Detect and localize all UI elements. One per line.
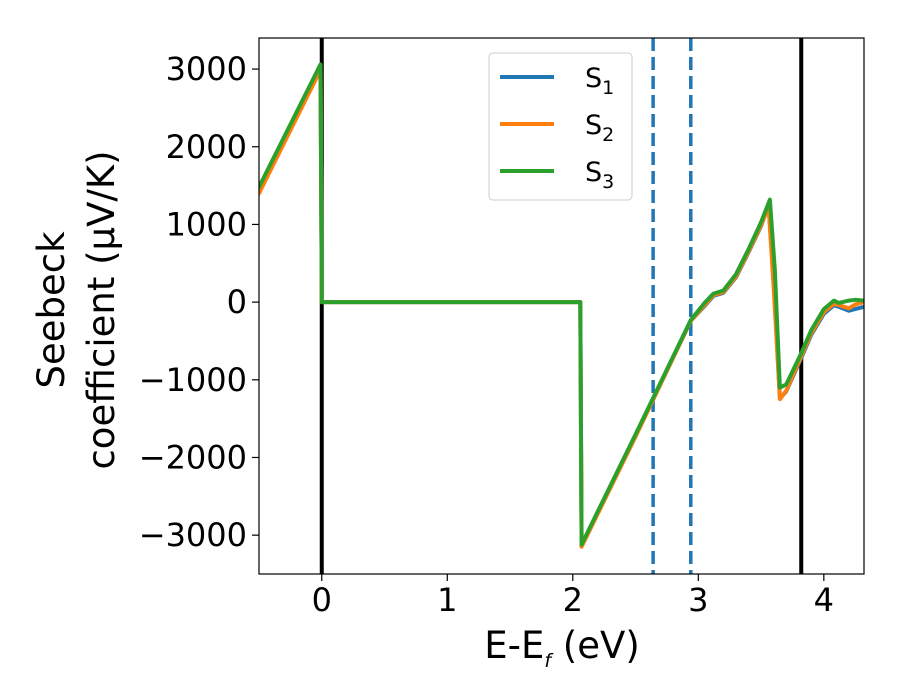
plot-frame [258, 37, 865, 575]
legend-label-s2: S2 [585, 110, 614, 146]
legend: S1 S2 S3 [488, 52, 633, 201]
x-axis: 0 1 2 3 4 [312, 574, 834, 619]
y-axis-title: Seebeck coefficient (μV/K) [30, 150, 123, 469]
y-axis: 3000 2000 1000 0 −1000 −2000 −3000 [139, 50, 259, 554]
legend-label-s3: S3 [585, 157, 614, 193]
y-tick-label: −1000 [139, 361, 247, 399]
y-tick-label: 0 [227, 283, 247, 321]
y-tick-label: −2000 [139, 438, 247, 476]
x-tick-label: 1 [437, 581, 457, 619]
y-tick-label: −3000 [139, 516, 247, 554]
x-tick-label: 0 [312, 581, 332, 619]
y-tick-label: 3000 [166, 50, 247, 88]
series-line-s3 [259, 62, 864, 547]
y-tick-label: 1000 [166, 205, 247, 243]
x-tick-label: 4 [814, 581, 834, 619]
legend-box [488, 52, 633, 201]
x-tick-label: 3 [688, 581, 708, 619]
x-axis-title: E-Ef (eV) [484, 624, 640, 672]
y-axis-title-line2: coefficient (μV/K) [80, 150, 123, 469]
y-axis-title-line1: Seebeck [30, 231, 73, 389]
legend-label-s1: S1 [585, 63, 614, 99]
x-tick-label: 2 [563, 581, 583, 619]
series-layer [259, 62, 864, 549]
y-tick-label: 2000 [166, 128, 247, 166]
